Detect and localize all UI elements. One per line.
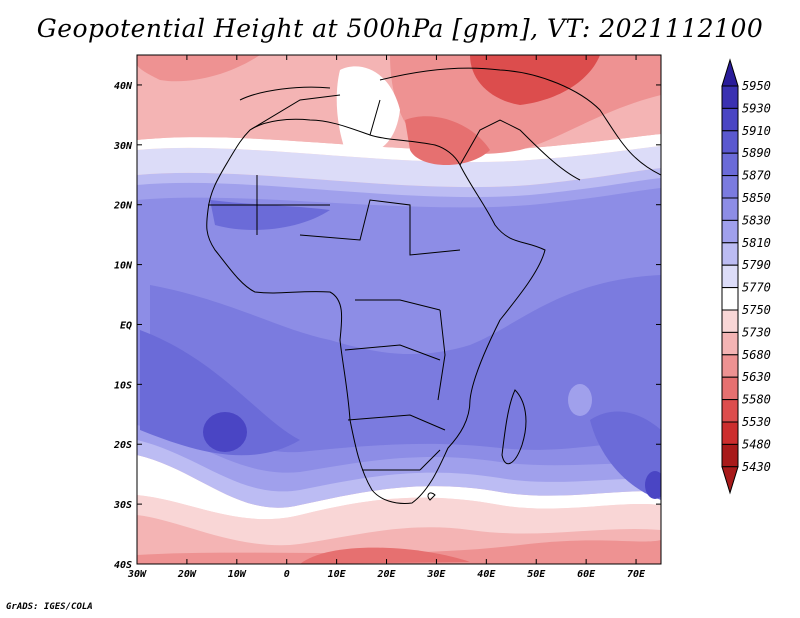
colorbar-label: 5910 xyxy=(742,124,771,138)
colorbar-label: 5730 xyxy=(742,325,771,339)
lon-label: 20E xyxy=(376,569,396,580)
colorbar-swatch xyxy=(721,399,739,423)
colorbar-swatch xyxy=(721,107,739,132)
lon-label: 30W xyxy=(127,569,147,580)
colorbar-label: 5630 xyxy=(742,370,771,384)
lat-label: 40N xyxy=(114,81,133,92)
colorbar-label: 5750 xyxy=(742,303,771,317)
map-title: Geopotential Height at 500hPa [gpm], VT:… xyxy=(36,14,764,43)
colorbar-swatch xyxy=(721,354,739,378)
colorbar-swatch xyxy=(721,443,739,468)
colorbar-label: 5770 xyxy=(742,281,771,295)
colorbar-swatch xyxy=(721,152,739,177)
colorbar-label: 5890 xyxy=(742,146,771,160)
colorbar-swatch xyxy=(721,85,739,109)
lat-label: 30S xyxy=(113,500,132,511)
lon-label: 20W xyxy=(177,569,197,580)
lon-label: 70E xyxy=(627,569,646,580)
coastlines xyxy=(206,67,661,504)
lat-label: 10S xyxy=(114,380,132,391)
lon-label: 40E xyxy=(477,569,496,580)
colorbar-top-arrow xyxy=(721,58,739,87)
lat-label: 10N xyxy=(114,261,133,272)
lat-label: 20N xyxy=(113,201,133,212)
colorbar-label: 5830 xyxy=(742,213,771,227)
lon-label: 0 xyxy=(284,569,290,580)
lon-label: 10E xyxy=(328,569,347,580)
colorbar-label: 5870 xyxy=(742,169,771,183)
height-field xyxy=(137,55,661,564)
colorbar-label: 5480 xyxy=(742,437,771,451)
lon-label: 50E xyxy=(527,569,546,580)
lat-label: 30N xyxy=(113,141,133,152)
colorbar-swatch xyxy=(721,376,739,401)
lat-label: EQ xyxy=(120,320,132,331)
map-frame xyxy=(136,54,662,565)
colorbar-swatch xyxy=(721,309,739,333)
colorbar-label: 5790 xyxy=(742,258,771,272)
colorbar-label: 5430 xyxy=(742,460,771,474)
colorbar-label: 5680 xyxy=(742,348,771,362)
colorbar-swatch xyxy=(721,421,739,445)
colorbar-swatch xyxy=(721,242,739,266)
lon-label: 30E xyxy=(426,569,446,580)
colorbar-label: 5950 xyxy=(742,79,771,93)
lat-label: 40S xyxy=(114,560,132,571)
colorbar-swatch xyxy=(721,197,739,221)
colorbar-swatch xyxy=(721,175,739,199)
lat-label: 20S xyxy=(113,440,132,451)
lon-label: 10W xyxy=(228,569,247,580)
colorbar-label: 5530 xyxy=(742,415,771,429)
colorbar-label: 5850 xyxy=(742,191,771,205)
colorbar-swatch xyxy=(721,219,739,244)
colorbar-swatch xyxy=(721,331,739,356)
colorbar-label: 5580 xyxy=(742,393,771,407)
map-axes: 30W 20W 10W 0 10E 20E 30E 40E 50E 60E 70E 40N 30N 20N… xyxy=(113,55,661,580)
credit-label: GrADS: IGES/COLA xyxy=(6,602,93,612)
colorbar-label: 5810 xyxy=(742,236,771,250)
colorbar-swatch xyxy=(721,287,739,311)
lon-label: 60E xyxy=(577,569,596,580)
colorbar-swatch xyxy=(721,264,739,289)
colorbar-bottom-arrow xyxy=(721,466,739,495)
colorbar: 5950 5930 5910 5890 5870 5850 5830 5810 5790 5770… xyxy=(721,58,771,495)
colorbar-swatch xyxy=(721,130,739,154)
colorbar-label: 5930 xyxy=(742,101,771,115)
